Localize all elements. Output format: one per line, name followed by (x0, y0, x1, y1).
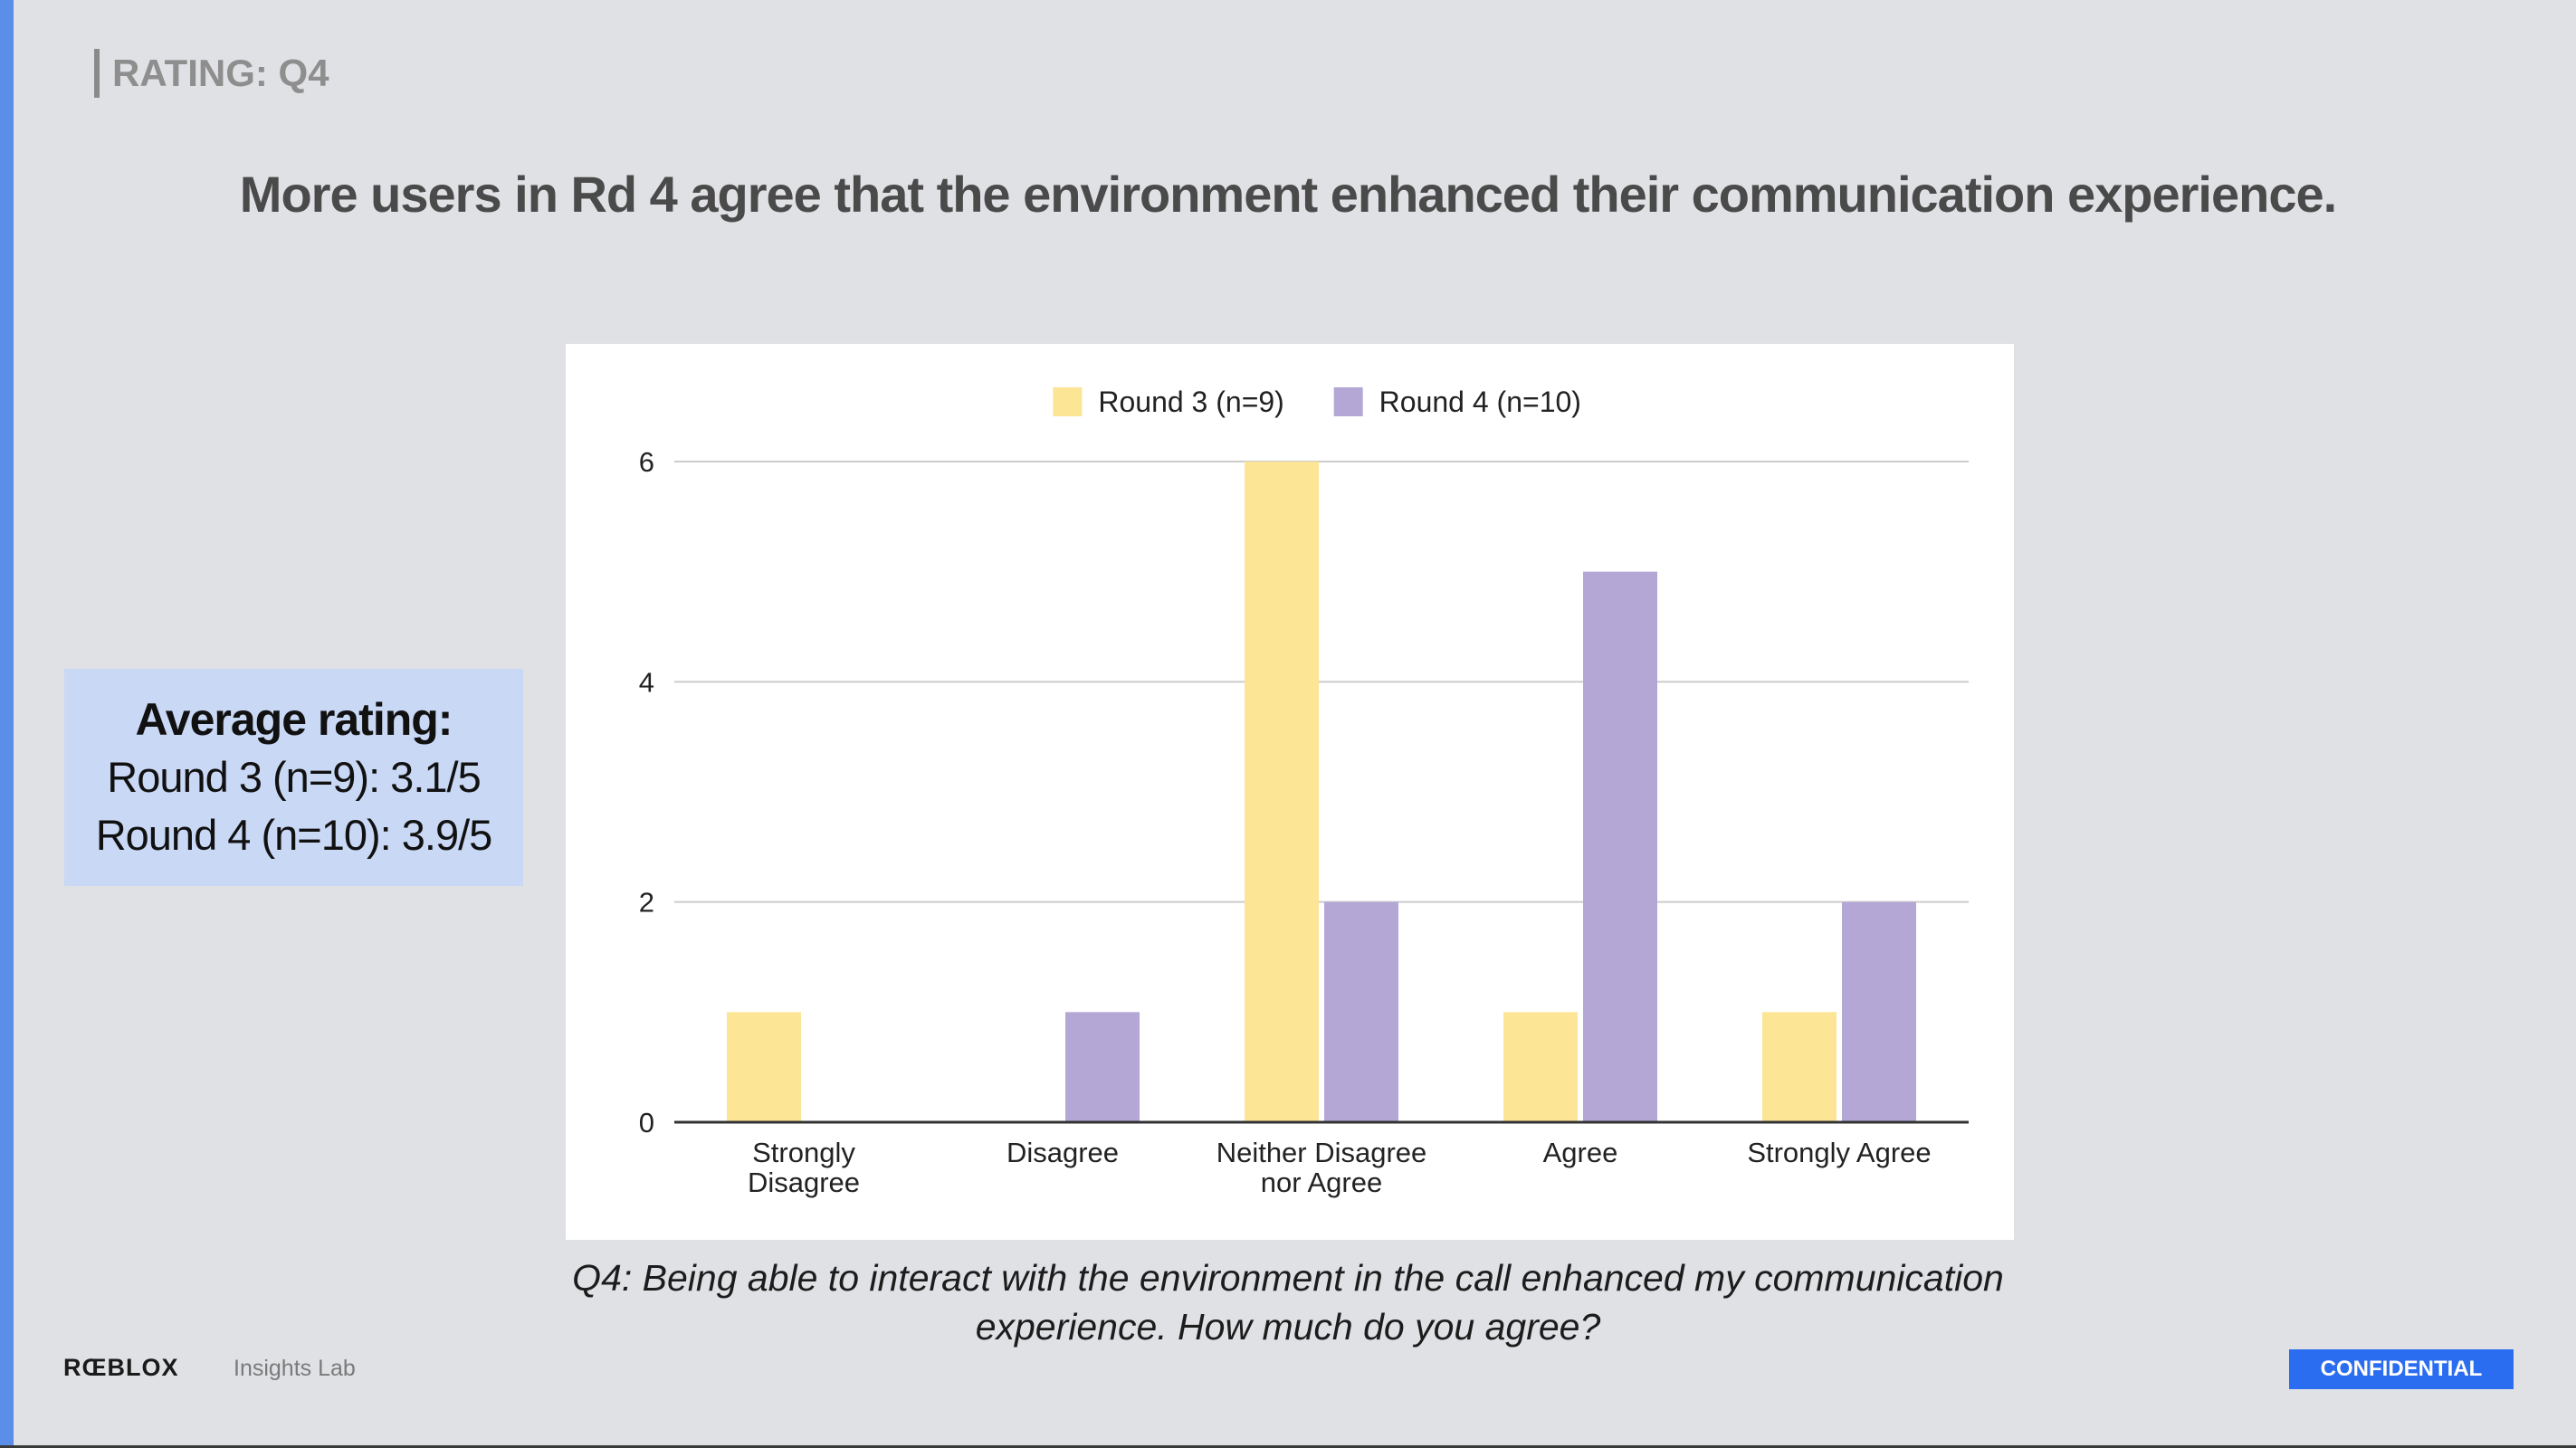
average-rating-box: Average rating: Round 3 (n=9): 3.1/5 Rou… (64, 669, 523, 886)
chart-card: 0 2 4 6 Strongly Disagree Disagree Neither Disa… (566, 344, 2014, 1240)
x-tick-label-line: nor Agree (1261, 1167, 1382, 1198)
legend-label-round3: Round 3 (n=9) (1098, 386, 1283, 418)
x-tick-label: Strongly Disagree (748, 1137, 860, 1198)
legend-swatch-round4 (1333, 387, 1363, 416)
bar-round3 (1245, 462, 1319, 1122)
x-tick-label: Disagree (1007, 1137, 1119, 1168)
caption-line-2: experience. How much do you agree? (975, 1306, 1601, 1348)
question-caption: Q4: Being able to interact with the envi… (0, 1253, 2576, 1351)
y-tick-label: 0 (639, 1107, 654, 1138)
x-tick-label-line: Disagree (1007, 1137, 1119, 1168)
section-label: RATING: Q4 (94, 49, 329, 98)
slide-headline: More users in Rd 4 agree that the enviro… (239, 166, 2337, 223)
x-tick-label-line: Strongly Agree (1747, 1137, 1931, 1168)
x-tick-label-line: Agree (1543, 1137, 1618, 1168)
caption-line-1: Q4: Being able to interact with the envi… (572, 1257, 2004, 1299)
bar-round4 (1583, 571, 1657, 1122)
y-tick-label: 6 (639, 446, 654, 478)
x-tick-label: Neither Disagree nor Agree (1216, 1137, 1427, 1198)
bar-round3 (1503, 1012, 1578, 1122)
bar-round3 (727, 1012, 801, 1122)
bottom-rule (0, 1445, 2576, 1448)
y-tick-label: 2 (639, 887, 654, 919)
confidential-badge: CONFIDENTIAL (2289, 1349, 2514, 1389)
x-tick-label-line: Strongly (752, 1137, 855, 1168)
legend-swatch-round3 (1053, 387, 1083, 416)
bar-round4 (1324, 901, 1398, 1122)
legend-label-round4: Round 4 (n=10) (1379, 386, 1581, 418)
x-tick-label: Strongly Agree (1747, 1137, 1931, 1168)
bar-round4 (1065, 1012, 1140, 1122)
average-rating-round4: Round 4 (n=10): 3.9/5 (95, 811, 493, 859)
x-tick-label-line: Neither Disagree (1216, 1137, 1427, 1168)
y-tick-label: 4 (639, 666, 654, 698)
bar-round4 (1842, 901, 1916, 1122)
bar-round3 (1762, 1012, 1837, 1122)
accent-stripe (0, 0, 14, 1448)
x-tick-label: Agree (1543, 1137, 1618, 1168)
team-label: Insights Lab (234, 1356, 356, 1381)
roblox-logo: RŒBLOX (63, 1354, 179, 1381)
average-rating-round3: Round 3 (n=9): 3.1/5 (107, 753, 481, 801)
x-tick-label-line: Disagree (748, 1167, 860, 1198)
average-rating-title: Average rating: (135, 694, 453, 745)
